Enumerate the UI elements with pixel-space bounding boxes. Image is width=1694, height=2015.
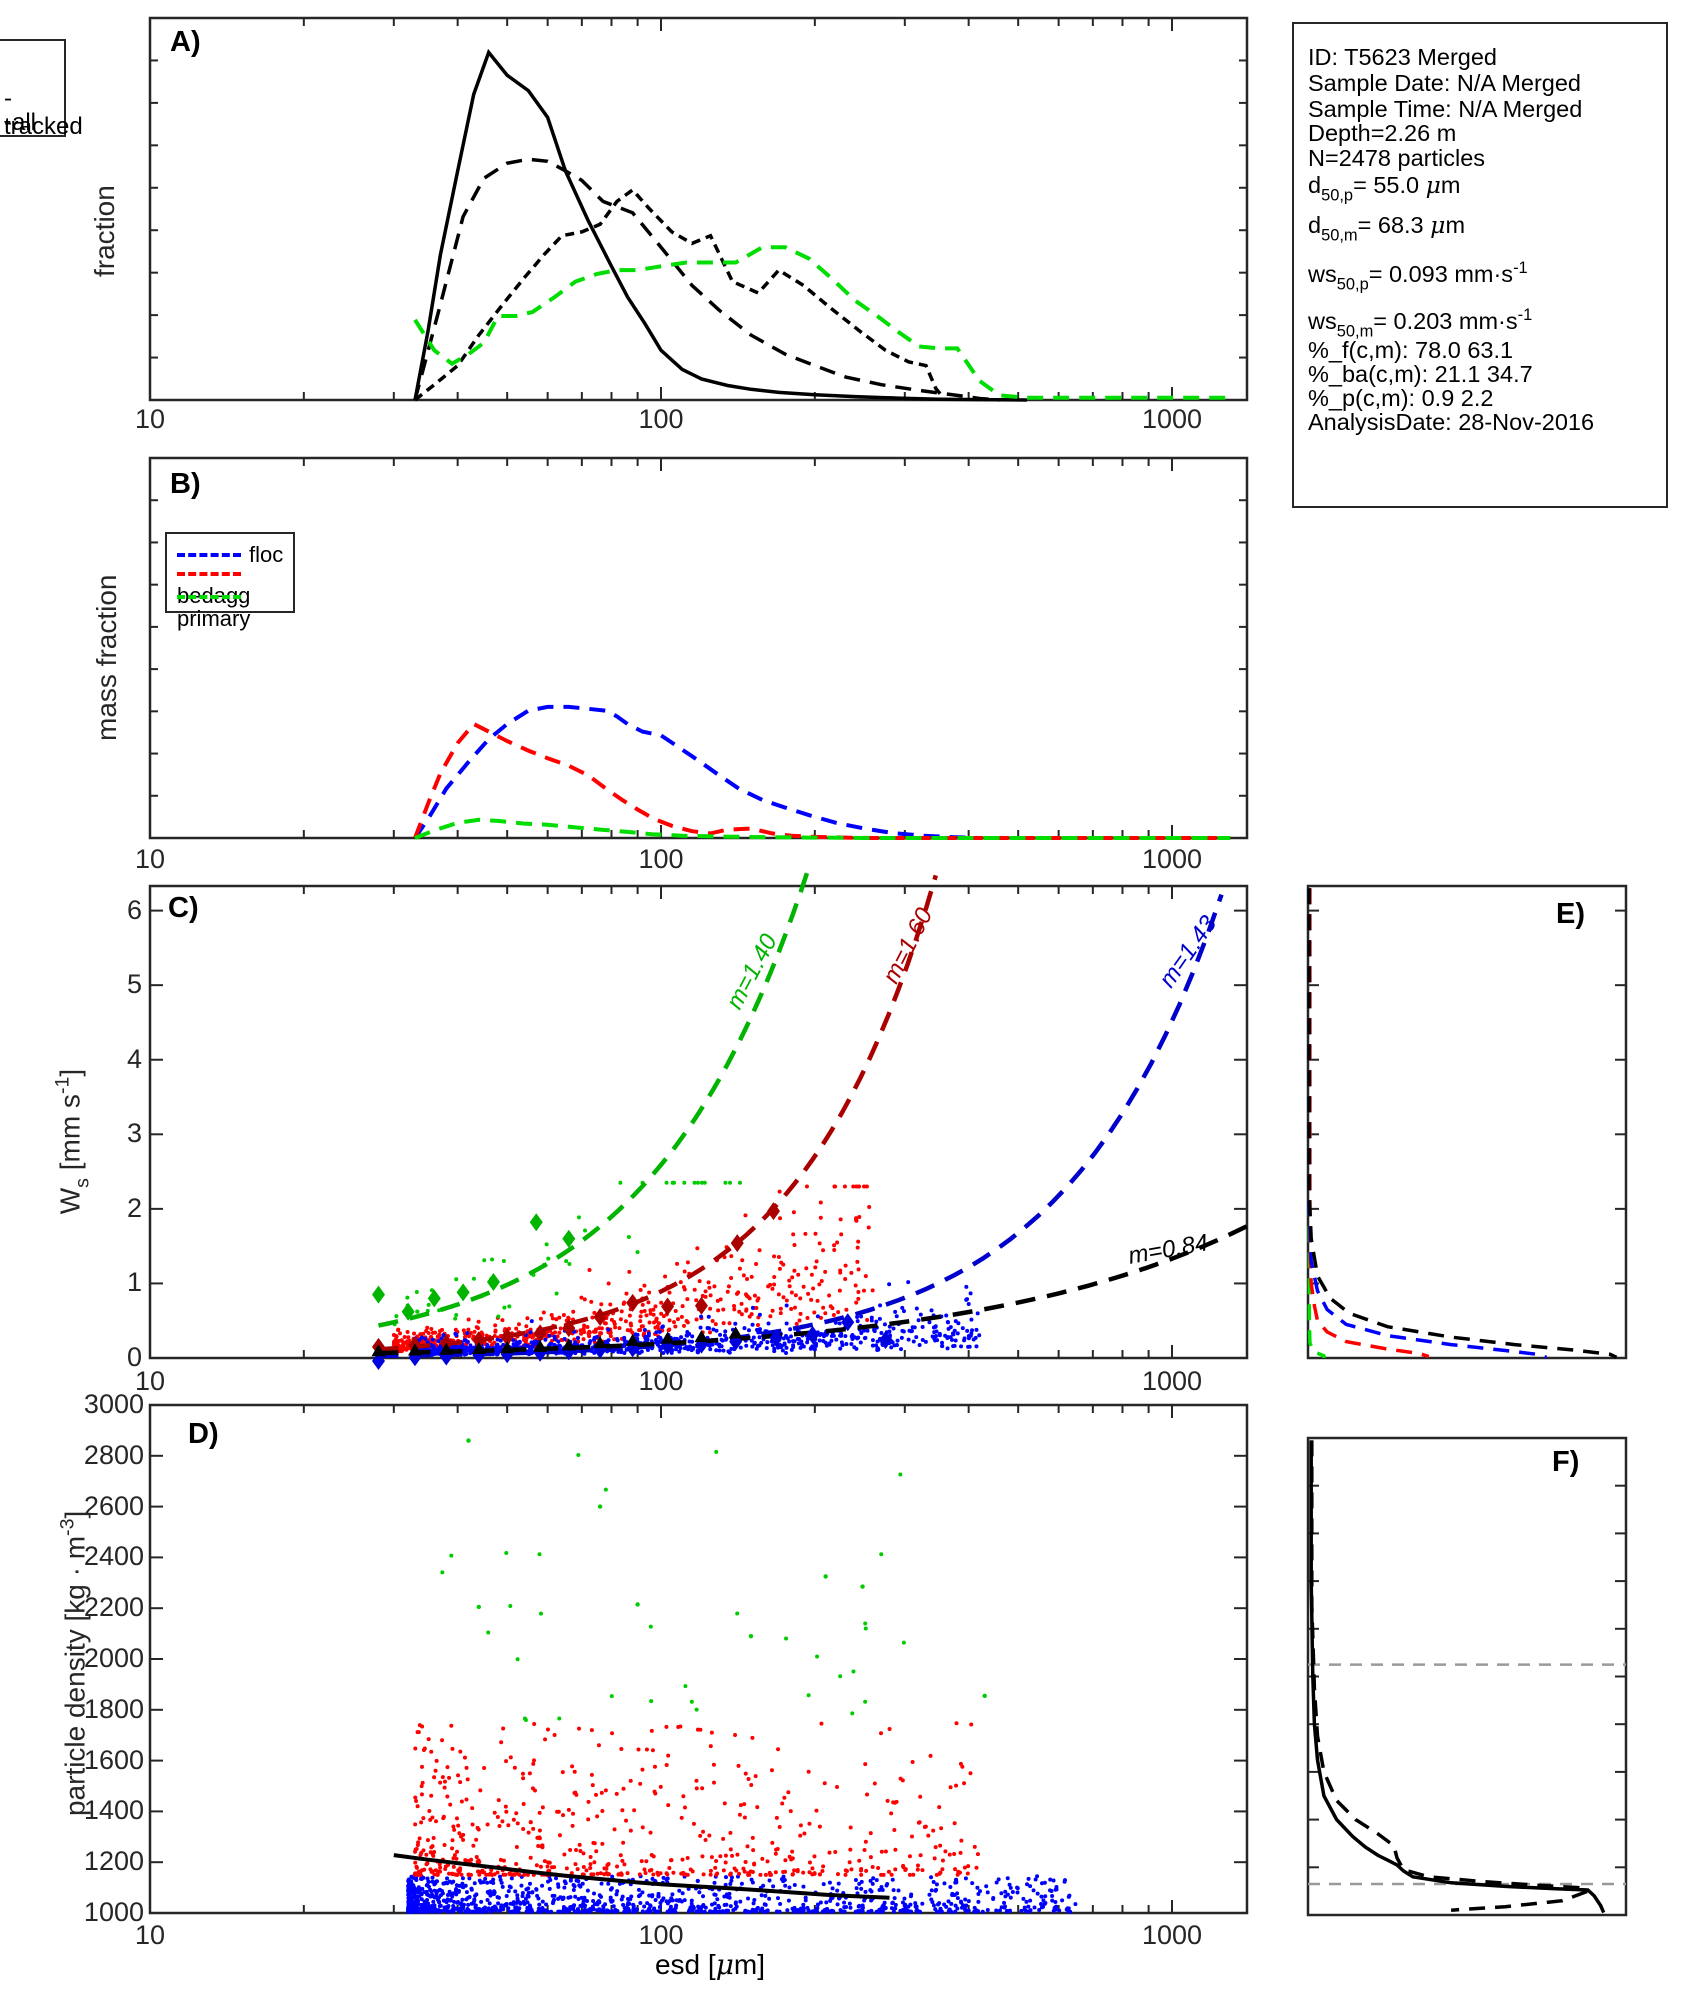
y-tick-label: 2400	[83, 1541, 144, 1572]
y-tick-label: 3000	[83, 1389, 144, 1419]
x-tick-label: 10	[134, 1920, 166, 1950]
info-line: Sample Time: N/A Merged	[1308, 96, 1583, 122]
info-line: N=2478 particles	[1308, 145, 1486, 171]
info-line: %_p(c,m): 0.9 2.2	[1308, 385, 1494, 411]
legend-row-primary: primary	[177, 588, 293, 631]
info-line: AnalysisDate: 28-Nov-2016	[1308, 409, 1595, 435]
y-tick-label: 2	[126, 1192, 142, 1223]
x-tick-label: 10	[134, 844, 166, 874]
legend-row-floc: floc	[177, 542, 283, 567]
top-left-legend-box: -tracked -all	[0, 39, 83, 140]
primary-label: primary	[177, 606, 251, 631]
info-line: Depth=2.26 m	[1308, 120, 1457, 146]
info-line: d50,m= 68.3 μm	[1308, 211, 1466, 245]
info-line: %_f(c,m): 78.0 63.1	[1308, 337, 1514, 363]
panel-a-ylabel: fraction	[89, 185, 120, 277]
floc-label: floc	[249, 542, 284, 567]
y-tick-label: 3	[126, 1118, 142, 1149]
info-line: Sample Date: N/A Merged	[1308, 70, 1581, 96]
panel-b-legend-box: floc bedagg primary	[165, 532, 295, 631]
y-tick-label: 5	[126, 969, 142, 1000]
x-tick-label: 1000	[1141, 844, 1203, 874]
y-tick-label: 2600	[83, 1490, 144, 1521]
info-line: d50,p= 55.0 μm	[1308, 171, 1461, 205]
panel-d-label: D)	[188, 1418, 219, 1450]
x-tick-label: 100	[638, 1366, 684, 1396]
x-tick-label: 100	[638, 1920, 684, 1950]
y-tick-label: 4	[126, 1043, 142, 1074]
x-tick-label: 100	[638, 404, 684, 434]
floc-dash-sample	[177, 553, 241, 557]
x-axis-label: esd [μm]	[654, 1948, 765, 1981]
primary-dash-sample	[177, 594, 241, 599]
info-line: %_ba(c,m): 21.1 34.7	[1308, 361, 1533, 387]
bedagg-dash-sample	[177, 571, 241, 576]
panel-b-ylabel: mass fraction	[91, 574, 122, 742]
y-tick-label: 6	[126, 894, 142, 925]
x-tick-label: 10	[134, 404, 166, 434]
y-tick-label: 2800	[83, 1439, 144, 1470]
y-tick-label: 1000	[83, 1897, 144, 1927]
y-tick-label: 1	[126, 1267, 142, 1298]
x-tick-label: 100	[638, 844, 684, 874]
info-line: ws50,m= 0.203 mm·s-1	[1308, 306, 1533, 341]
sample-info-box: ID: T5623 Merged Sample Date: N/A Merged S…	[1292, 22, 1668, 508]
legend-row-bedagg: bedagg	[177, 565, 293, 608]
legend-item-all: -all	[4, 109, 37, 136]
panel-f-label: F)	[1552, 1446, 1580, 1478]
y-tick-label: 2200	[83, 1592, 144, 1623]
x-tick-label: 1000	[1141, 1366, 1203, 1396]
x-tick-label: 1000	[1141, 1920, 1203, 1950]
y-tick-label: 2000	[83, 1643, 144, 1673]
y-tick-label: 1200	[83, 1846, 144, 1877]
panel-a-label: A)	[170, 26, 201, 58]
y-tick-label: 1400	[83, 1795, 144, 1826]
panel-b-label: B)	[170, 468, 201, 500]
y-tick-label: 1800	[83, 1693, 144, 1724]
x-tick-label: 10	[134, 1366, 166, 1396]
info-line: ID: T5623 Merged	[1308, 44, 1497, 70]
panel-c-label: C)	[168, 892, 199, 924]
legend-item-tracked: -tracked	[4, 85, 83, 140]
y-tick-label: 0	[126, 1342, 142, 1372]
y-tick-label: 1600	[83, 1744, 144, 1775]
x-tick-label: 1000	[1141, 404, 1203, 434]
panel-e-label: E)	[1556, 898, 1585, 930]
info-line: ws50,p= 0.093 mm·s-1	[1308, 259, 1528, 294]
